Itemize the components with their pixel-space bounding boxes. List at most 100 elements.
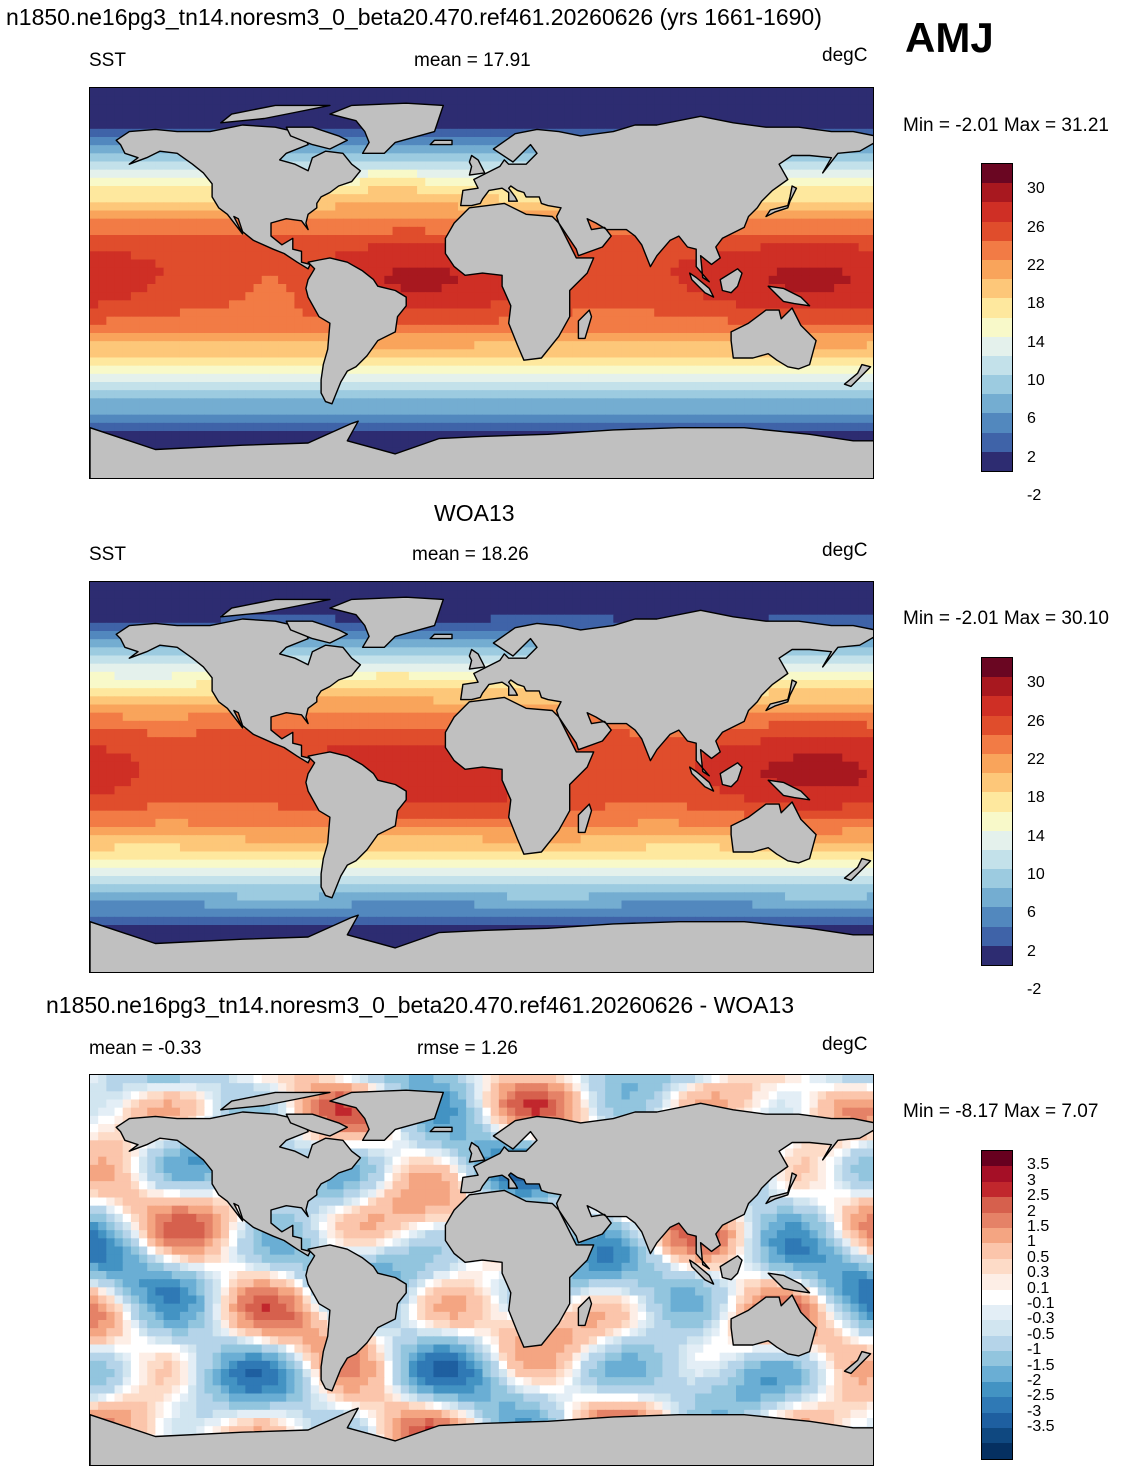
colorbar-swatch xyxy=(982,1227,1012,1244)
colorbar-tick-label: -2.5 xyxy=(1027,1387,1055,1405)
panel-center-label: rmse = 1.26 xyxy=(417,1038,518,1059)
colorbar-tick-label: 14 xyxy=(1027,333,1045,351)
colorbar-tick-label: -3.5 xyxy=(1027,1418,1055,1436)
colorbar-tick-label: 3 xyxy=(1027,1171,1036,1189)
colorbar-swatch xyxy=(982,1181,1012,1198)
map-canvas xyxy=(90,88,873,478)
colorbar-swatch xyxy=(982,696,1012,716)
colorbar-swatch xyxy=(982,926,1012,946)
panel-left-label: SST xyxy=(89,50,126,71)
land-mass xyxy=(689,272,715,298)
land-mass xyxy=(285,126,348,150)
colorbar-swatch xyxy=(982,1397,1012,1413)
land-mass xyxy=(285,620,348,644)
colorbar-swatch xyxy=(982,164,1012,184)
figure-title: n1850.ne16pg3_tn14.noresm3_0_beta20.470.… xyxy=(6,4,822,30)
colorbar-tick-label: 18 xyxy=(1027,789,1045,807)
colorbar-swatch xyxy=(982,317,1012,337)
land-mass xyxy=(468,648,486,670)
colorbar-swatch xyxy=(982,811,1012,831)
land-mass xyxy=(444,202,595,361)
colorbar-tick-label: -2 xyxy=(1027,1372,1042,1389)
land-mass xyxy=(305,1244,407,1392)
colorbar-swatch xyxy=(982,336,1012,356)
colorbar-swatch xyxy=(982,869,1012,889)
colorbar-swatch xyxy=(982,1351,1012,1367)
colorbar-swatch xyxy=(982,677,1012,697)
colorbar-tick-label: 10 xyxy=(1027,866,1045,884)
colorbar-swatch xyxy=(982,907,1012,927)
colorbar-tick-label: 3.5 xyxy=(1027,1156,1050,1174)
colorbar-swatch xyxy=(982,375,1012,395)
colorbar-swatch xyxy=(982,1197,1012,1213)
colorbar-tick-label: 14 xyxy=(1027,827,1045,845)
panel-title: n1850.ne16pg3_tn14.noresm3_0_beta20.470.… xyxy=(46,992,795,1018)
land-mass xyxy=(444,696,595,855)
colorbar-swatch xyxy=(982,1320,1012,1336)
season-label: AMJ xyxy=(905,14,994,61)
land-mass xyxy=(429,633,453,640)
colorbar-swatch xyxy=(982,298,1012,318)
colorbar-swatch xyxy=(982,279,1012,299)
land-mass xyxy=(285,1113,348,1137)
land-mass xyxy=(115,1111,362,1257)
colorbar-swatch xyxy=(982,830,1012,850)
colorbar-swatch xyxy=(982,259,1012,280)
colorbar-swatch xyxy=(982,1243,1012,1259)
colorbar-swatch xyxy=(982,1428,1012,1444)
colorbar-swatch xyxy=(982,1212,1012,1228)
map-plot xyxy=(89,87,874,479)
land-mass xyxy=(689,1259,715,1285)
land-mass xyxy=(765,679,798,712)
colorbar xyxy=(981,657,1013,966)
colorbar-tick-label: -2 xyxy=(1027,487,1042,505)
colorbar-tick-label: 2.5 xyxy=(1027,1187,1050,1205)
map-canvas xyxy=(90,582,873,972)
colorbar-tick-label: 22 xyxy=(1027,750,1045,768)
colorbar-tick-label: -0.5 xyxy=(1027,1325,1055,1343)
land-mass xyxy=(115,124,362,270)
land-mass xyxy=(460,1102,873,1270)
land-mass xyxy=(305,751,407,899)
colorbar-tick-label: 26 xyxy=(1027,218,1045,236)
land-mass xyxy=(730,801,817,864)
colorbar-swatch xyxy=(982,1289,1012,1305)
land-mass xyxy=(220,598,331,618)
land-mass xyxy=(765,1172,798,1205)
colorbar-swatch xyxy=(982,945,1012,965)
colorbar-swatch xyxy=(982,183,1012,203)
colorbar-tick-label: 26 xyxy=(1027,712,1045,730)
colorbar-swatch xyxy=(982,1304,1012,1321)
land-mass xyxy=(577,803,593,834)
land-mass xyxy=(843,1350,872,1375)
colorbar-swatch xyxy=(982,1366,1012,1382)
panel-center-label: mean = 17.91 xyxy=(414,50,531,71)
colorbar-swatch xyxy=(982,1274,1012,1290)
land-mass xyxy=(689,766,715,792)
colorbar-tick-label: 1 xyxy=(1027,1233,1036,1251)
colorbar-tick-label: 0.1 xyxy=(1027,1279,1050,1297)
colorbar-swatch xyxy=(982,394,1012,414)
colorbar xyxy=(981,163,1013,472)
colorbar-tick-label: -1 xyxy=(1027,1341,1042,1359)
land-mass xyxy=(468,154,486,176)
land-mass xyxy=(577,309,593,340)
colorbar-tick-label: 2 xyxy=(1027,448,1036,466)
colorbar-tick-label: 10 xyxy=(1027,372,1045,390)
colorbar-swatch xyxy=(982,355,1012,376)
map-canvas xyxy=(90,1075,873,1465)
colorbar-swatch xyxy=(982,413,1012,433)
colorbar-tick-label: 6 xyxy=(1027,410,1036,428)
land-mass xyxy=(329,1089,444,1141)
land-mass xyxy=(429,1126,453,1133)
colorbar-tick-label: 1.5 xyxy=(1027,1218,1050,1235)
panel-minmax: Min = -2.01 Max = 30.10 xyxy=(903,608,1109,629)
land-mass xyxy=(719,268,743,294)
colorbar-swatch xyxy=(982,202,1012,222)
land-mass xyxy=(429,139,453,146)
land-mass xyxy=(220,104,331,124)
colorbar-swatch xyxy=(982,221,1012,241)
colorbar-swatch xyxy=(982,753,1012,774)
colorbar-swatch xyxy=(982,1381,1012,1398)
land-mass xyxy=(767,1272,811,1294)
